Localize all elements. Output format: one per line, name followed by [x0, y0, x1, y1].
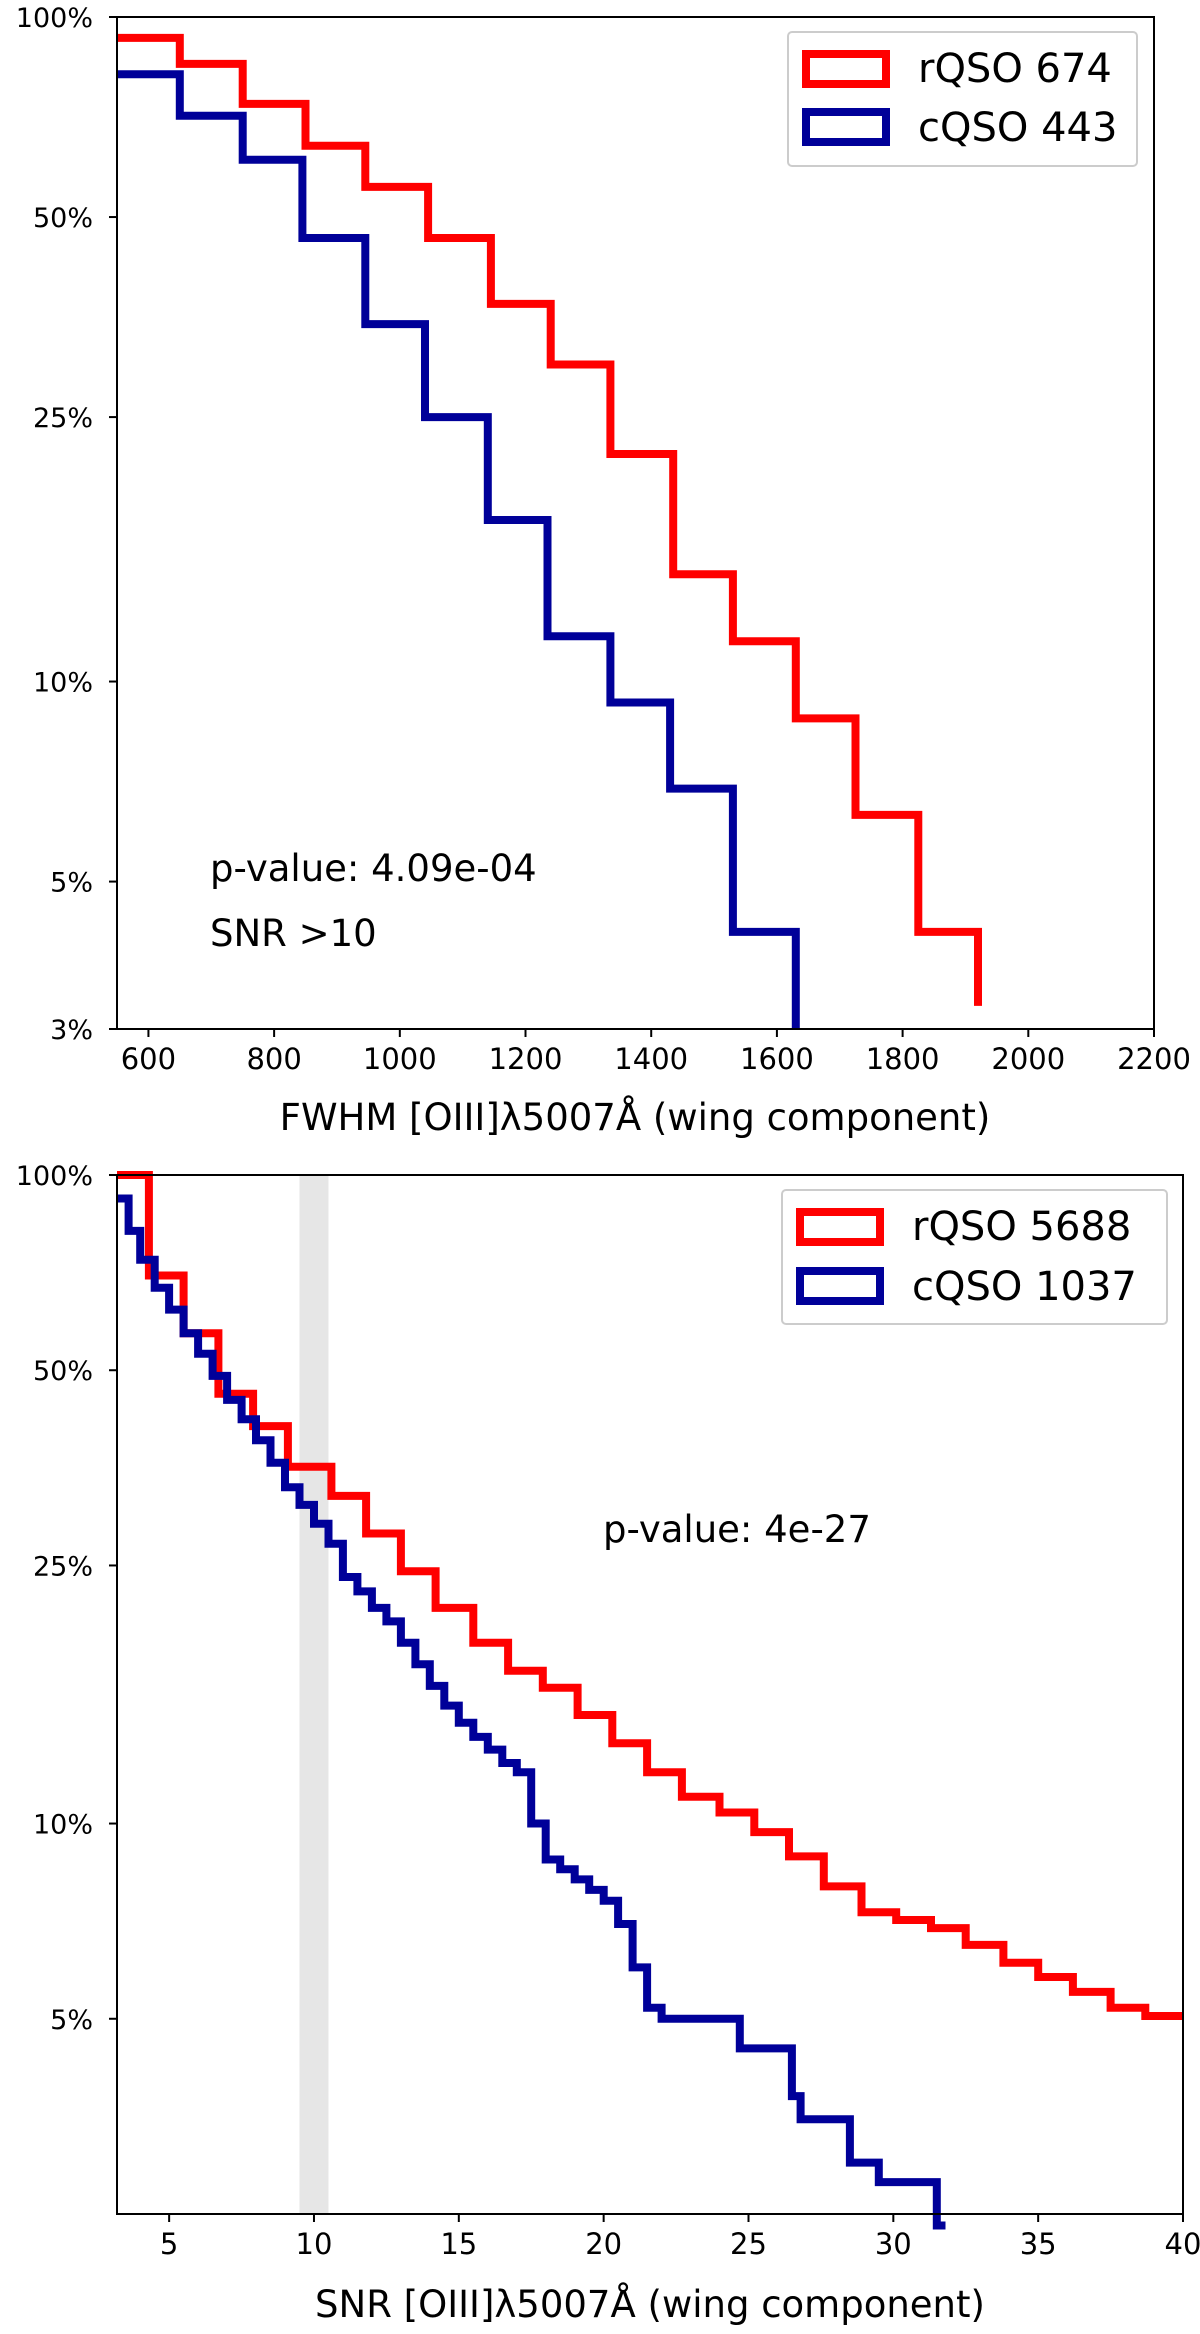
- fwhm-legend-box: [787, 31, 1138, 167]
- snr-y-tick-label: 5%: [50, 2005, 93, 2036]
- fwhm-y-axis: 3% 5% 10% 25% 50% 100%: [16, 3, 117, 1046]
- snr-legend-label-cqso: cQSO 1037: [912, 1264, 1137, 1310]
- snr-x-tick-label: 10: [296, 2227, 333, 2261]
- snr-threshold-band: [299, 1175, 329, 2214]
- snr-y-tick-label: 50%: [33, 1356, 93, 1387]
- fwhm-x-tick-label: 600: [121, 1042, 176, 1076]
- snr-series-group: [117, 1171, 1183, 2230]
- fwhm-y-tick-label: 3%: [50, 1015, 93, 1046]
- fwhm-x-tick-label: 1600: [740, 1042, 814, 1076]
- snr-x-tick-label: 30: [875, 2227, 912, 2261]
- snr-y-tick-label: 25%: [33, 1551, 93, 1582]
- snr-x-axis-label: SNR [OIII]λ5007Å (wing component): [315, 2282, 985, 2326]
- snr-legend-swatch-rqso: [796, 1208, 884, 1246]
- snr-plot-area: [117, 1175, 1183, 2214]
- fwhm-legend: rQSO 674 cQSO 443: [787, 31, 1138, 167]
- snr-legend-swatch-cqso: [796, 1267, 884, 1305]
- fwhm-x-tick-label: 2200: [1117, 1042, 1191, 1076]
- fwhm-x-tick-label: 1800: [866, 1042, 940, 1076]
- fwhm-x-tick-label: 2000: [991, 1042, 1065, 1076]
- fwhm-series-cqso-line: [117, 70, 800, 1029]
- snr-y-tick-label: 10%: [33, 1810, 93, 1841]
- fwhm-y-tick-label: 5%: [50, 868, 93, 899]
- snr-x-tick-label: 25: [730, 2227, 767, 2261]
- fwhm-legend-label-cqso: cQSO 443: [918, 105, 1117, 151]
- fwhm-x-tick-label: 1000: [363, 1042, 437, 1076]
- fwhm-plot-area: [117, 17, 1154, 1029]
- fwhm-legend-swatch-cqso: [802, 108, 890, 146]
- snr-y-tick-label: 100%: [16, 1161, 93, 1192]
- snr-x-tick-label: 20: [585, 2227, 622, 2261]
- fwhm-x-tick-label: 800: [246, 1042, 301, 1076]
- snr-x-axis: 5 10 15 20 25 30 35 40: [160, 2214, 1200, 2261]
- fwhm-y-tick-label: 100%: [16, 3, 93, 34]
- fwhm-x-axis-label: FWHM [OIII]λ5007Å (wing component): [280, 1095, 991, 1139]
- fwhm-x-tick-label: 1400: [614, 1042, 688, 1076]
- snr-x-tick-label: 15: [440, 2227, 477, 2261]
- snr-plot-frame: [116, 1174, 1184, 2215]
- snr-y-axis: 5% 10% 25% 50% 100%: [16, 1161, 117, 2036]
- fwhm-y-tick-label: 50%: [33, 203, 93, 234]
- fwhm-y-tick-label: 10%: [33, 668, 93, 699]
- snr-x-tick-label: 35: [1020, 2227, 1057, 2261]
- snr-legend-label-rqso: rQSO 5688: [912, 1204, 1131, 1250]
- fwhm-y-tick-label: 25%: [33, 403, 93, 434]
- snr-legend: rQSO 5688 cQSO 1037: [781, 1189, 1168, 1325]
- fwhm-snr-annotation: SNR >10: [210, 912, 377, 955]
- snr-x-tick-label: 5: [160, 2227, 178, 2261]
- snr-pvalue-annotation: p-value: 4e-27: [603, 1508, 871, 1551]
- fwhm-chart-panel: 600 800 1000 1200 1400 1600 1800 2000 2200 3% 5% 1…: [16, 3, 1191, 1139]
- snr-series-cqso-line: [117, 1194, 946, 2230]
- snr-x-tick-label: 40: [1165, 2227, 1200, 2261]
- snr-chart-panel: 5 10 15 20 25 30 35 40 5% 10% 25% 50% 100% p-value:…: [16, 1161, 1200, 2326]
- fwhm-series-rqso-line: [117, 33, 982, 1006]
- fwhm-legend-label-rqso: rQSO 674: [918, 46, 1112, 92]
- fwhm-pvalue-annotation: p-value: 4.09e-04: [210, 847, 537, 890]
- fwhm-plot-frame: [116, 16, 1155, 1030]
- fwhm-x-tick-label: 1200: [489, 1042, 563, 1076]
- fwhm-series-group: [117, 33, 982, 1029]
- fwhm-x-axis: 600 800 1000 1200 1400 1600 1800 2000 2200: [121, 1029, 1191, 1076]
- fwhm-legend-swatch-rqso: [802, 50, 890, 88]
